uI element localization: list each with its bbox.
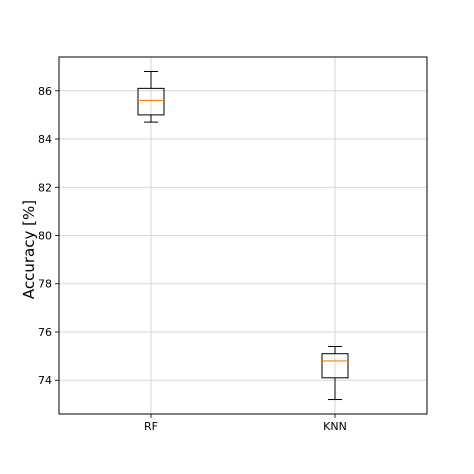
y-tick-label: 86 (38, 85, 52, 98)
y-axis-label: Accuracy [%] (20, 200, 38, 299)
box-knn (321, 345, 349, 401)
box-series (137, 70, 349, 401)
x-axis-ticks: RF KNN (144, 414, 347, 433)
iqr-box (321, 353, 349, 379)
y-tick-label: 74 (38, 374, 52, 387)
grid-lines (59, 57, 427, 414)
y-tick-label: 82 (38, 181, 52, 194)
x-tick-label-rf: RF (144, 420, 158, 433)
y-tick-label: 78 (38, 278, 52, 291)
y-axis-ticks: 74 76 78 80 82 84 86 (38, 85, 59, 387)
iqr-box (137, 87, 165, 116)
x-tick-label-knn: KNN (323, 420, 347, 433)
y-tick-label: 84 (38, 133, 52, 146)
y-tick-label: 80 (38, 230, 52, 243)
y-tick-label: 76 (38, 326, 52, 339)
box-rf (137, 70, 165, 123)
